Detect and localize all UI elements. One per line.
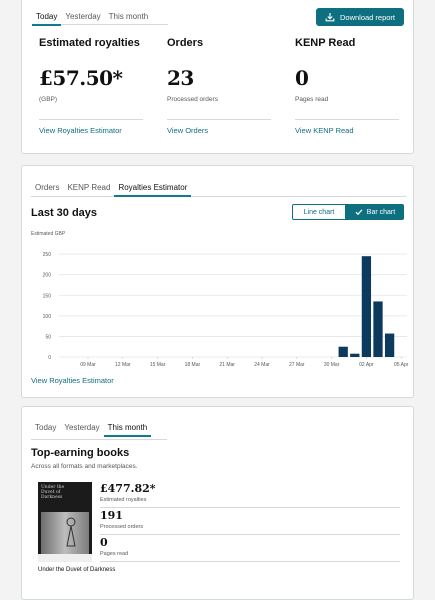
books-tabs: Today Yesterday This month: [31, 423, 151, 437]
bar: [338, 346, 348, 357]
tab-kenp-read[interactable]: KENP Read: [67, 183, 111, 192]
x-tick-label: 30 Mar: [324, 362, 340, 368]
x-tick-label: 27 Mar: [289, 362, 305, 368]
line-chart-button[interactable]: Line chart: [292, 204, 346, 220]
x-tick-label: 21 Mar: [219, 362, 235, 368]
metric-sub: Pages read: [295, 96, 329, 103]
book-cover[interactable]: Under the Duvet of Darkness: [38, 482, 92, 562]
y-tick-label: 0: [48, 355, 51, 361]
chart-card: Orders KENP Read Royalties Estimator Las…: [21, 165, 414, 398]
view-royalties-estimator-link-2[interactable]: View Royalties Estimator: [31, 376, 114, 385]
bar: [350, 353, 360, 357]
book-stat-label: Pages read: [100, 551, 129, 557]
divider: [295, 119, 399, 120]
metric-value: 0: [295, 66, 309, 90]
metric-value: £57.50*: [39, 66, 123, 90]
x-tick-label: 24 Mar: [254, 362, 270, 368]
download-icon: [325, 13, 335, 22]
divider: [39, 119, 143, 120]
view-orders-link[interactable]: View Orders: [167, 126, 209, 135]
metric-title: KENP Read: [295, 37, 356, 49]
line-chart-label: Line chart: [303, 208, 335, 216]
divider: [100, 507, 400, 508]
y-axis-label: Estimated GBP: [31, 231, 66, 237]
tab-royalties-estimator[interactable]: Royalties Estimator: [114, 183, 192, 197]
book-stat-value: £477.82*: [100, 482, 156, 495]
royalties-bar-chart: Estimated GBP 0 50 100 150 200 250 09 Mar 12 Mar…: [31, 231, 409, 368]
books-card: Today Yesterday This month Top-earning b…: [21, 406, 414, 600]
x-tick-label: 05 Apr: [394, 362, 409, 368]
book-stat-label: Processed orders: [100, 524, 144, 530]
metric-sub: (GBP): [39, 96, 58, 103]
chart-title: Last 30 days: [31, 207, 98, 219]
metric-title: Estimated royalties: [39, 37, 140, 49]
books-tabs-underline: [31, 439, 167, 440]
metric-kenp: KENP Read 0 Pages read View KENP Read: [295, 37, 399, 135]
view-kenp-read-link[interactable]: View KENP Read: [295, 126, 354, 135]
download-report-label: Download report: [339, 12, 396, 22]
tab-orders[interactable]: Orders: [35, 183, 60, 192]
x-tick-label: 12 Mar: [115, 362, 131, 368]
book-cover-art: [41, 512, 89, 554]
metric-title: Orders: [167, 37, 204, 49]
y-tick-label: 50: [45, 334, 51, 340]
book-stat-royalties: £477.82* Estimated royalties: [100, 482, 400, 508]
metric-value: 23: [167, 66, 194, 90]
download-report-button[interactable]: Download report: [316, 8, 404, 26]
section-subtitle: Across all formats and marketplaces.: [31, 463, 138, 470]
metric-sub: Processed orders: [167, 96, 218, 103]
metric-royalties: Estimated royalties £57.50* (GBP) View R…: [39, 37, 143, 135]
book-stat-pages: 0 Pages read: [100, 536, 400, 562]
divider: [100, 561, 400, 562]
figure-icon: [66, 517, 76, 547]
summary-card: Today Yesterday This month Download repo…: [21, 0, 414, 154]
y-tick-label: 150: [43, 293, 52, 299]
x-tick-label: 18 Mar: [185, 362, 201, 368]
book-stat-orders: 191 Processed orders: [100, 509, 400, 535]
x-tick-label: 02 Apr: [359, 362, 374, 368]
view-royalties-estimator-link[interactable]: View Royalties Estimator: [39, 126, 122, 135]
tab-this-month[interactable]: This month: [103, 423, 152, 437]
chart-type-toggle: Line chart Bar chart: [292, 204, 404, 220]
book-title[interactable]: Under the Duvet of Darkness: [38, 567, 116, 573]
divider: [167, 119, 271, 120]
y-tick-label: 250: [43, 252, 52, 258]
bar: [373, 301, 383, 357]
y-tick-label: 100: [43, 314, 52, 320]
book-stat-value: 0: [100, 536, 108, 549]
summary-tabs: Today Yesterday This month: [32, 12, 152, 26]
chart-tabs: Orders KENP Read Royalties Estimator: [31, 183, 192, 197]
section-title: Top-earning books: [31, 447, 130, 459]
bar: [361, 256, 372, 357]
bar: [384, 333, 395, 357]
tab-today[interactable]: Today: [35, 423, 57, 432]
book-stat-value: 191: [100, 509, 123, 522]
summary-tabs-underline: [32, 24, 168, 25]
chart-tabs-underline: [31, 196, 406, 197]
bar-chart-label: Bar chart: [366, 208, 396, 216]
tab-today[interactable]: Today: [32, 12, 62, 26]
y-tick-label: 200: [43, 273, 52, 279]
x-tick-label: 15 Mar: [150, 362, 166, 368]
book-cover-title: Under the Duvet of Darkness: [41, 485, 65, 500]
x-tick-label: 09 Mar: [80, 362, 96, 368]
bar-chart-button[interactable]: Bar chart: [346, 204, 404, 220]
tab-yesterday[interactable]: Yesterday: [65, 12, 101, 21]
book-cover-footer: [38, 554, 92, 562]
tab-this-month[interactable]: This month: [108, 12, 149, 21]
book-stat-label: Estimated royalties: [100, 497, 147, 503]
divider: [100, 534, 400, 535]
check-icon: [355, 209, 363, 216]
metric-orders: Orders 23 Processed orders View Orders: [167, 37, 271, 135]
tab-yesterday[interactable]: Yesterday: [64, 423, 100, 432]
